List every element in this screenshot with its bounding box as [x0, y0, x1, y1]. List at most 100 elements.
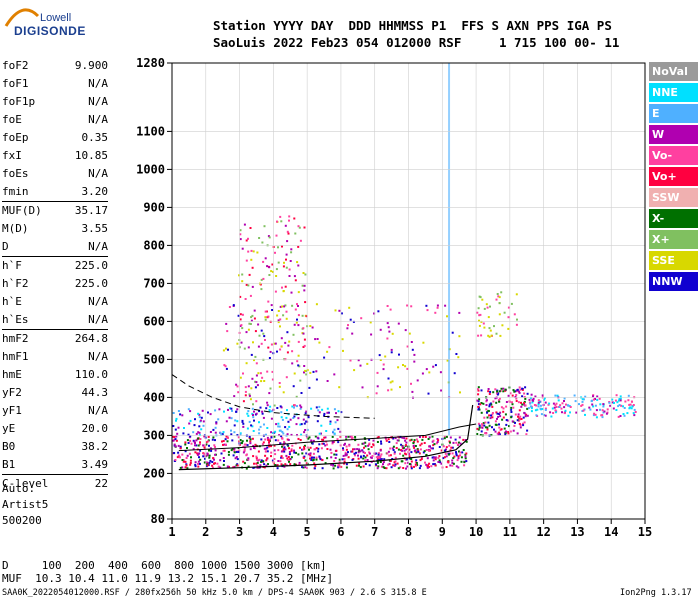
echo-point [457, 457, 460, 460]
echo-point [507, 327, 510, 330]
echo-point [581, 398, 584, 401]
echo-point [259, 406, 262, 409]
echo-point [303, 444, 306, 447]
echo-point [485, 400, 488, 403]
param-label: D [2, 240, 9, 253]
echo-point [619, 395, 622, 398]
echo-point [174, 459, 177, 461]
echo-point [425, 304, 428, 307]
trace-lines [171, 374, 477, 471]
echo-point [518, 418, 521, 421]
auto-label: Auto: [2, 482, 36, 495]
echo-point [279, 405, 282, 408]
echo-point [270, 343, 273, 346]
echo-point [257, 323, 260, 326]
echo-point [265, 407, 268, 410]
echo-point [277, 425, 280, 428]
echo-point [251, 285, 254, 288]
echo-point [500, 428, 503, 431]
param-row: hmF1 N/A [2, 348, 108, 366]
echo-point [318, 432, 321, 435]
echo-point [326, 457, 329, 460]
echo-point [194, 451, 197, 454]
echo-point [310, 456, 313, 459]
echo-point [380, 440, 382, 443]
param-value: 0.35 [81, 131, 109, 144]
echo-point [487, 421, 490, 424]
echo-point [206, 452, 209, 455]
echo-point [239, 295, 242, 298]
echo-point [283, 440, 286, 443]
echo-point [624, 400, 627, 403]
echo-point [273, 342, 276, 345]
echo-point [208, 456, 211, 459]
echo-point [280, 345, 283, 348]
echo-point [198, 425, 201, 428]
echo-point [413, 439, 416, 442]
echo-point [245, 362, 248, 365]
echo-point [226, 465, 229, 468]
param-row: foEs N/A [2, 165, 108, 183]
echo-point [199, 449, 202, 452]
echo-point [279, 325, 281, 328]
echo-point [252, 455, 255, 458]
echo-point [387, 377, 390, 380]
echo-point [265, 447, 268, 450]
echo-point [346, 327, 349, 330]
echo-point [267, 235, 270, 238]
echo-point [544, 414, 547, 417]
echo-point [366, 362, 369, 365]
echo-point [456, 443, 459, 446]
echo-point [352, 320, 355, 323]
echo-point [541, 408, 544, 410]
echo-point [252, 444, 255, 447]
echo-point [535, 414, 538, 417]
echo-point [297, 417, 300, 420]
echo-point [271, 263, 274, 266]
echo-point [385, 438, 388, 441]
echo-point [454, 438, 457, 441]
echo-point [397, 467, 400, 470]
echo-point [480, 389, 483, 392]
echo-point [225, 420, 228, 423]
echo-point [476, 311, 479, 314]
echo-point [449, 449, 452, 452]
echo-point [350, 435, 353, 438]
echo-point [276, 464, 279, 467]
echo-point [565, 403, 567, 406]
echo-point [331, 442, 334, 445]
echo-point [226, 330, 229, 333]
echo-point [622, 405, 624, 408]
echo-point [458, 436, 461, 439]
echo-point [301, 314, 304, 317]
echo-point [363, 437, 366, 440]
echo-point [305, 410, 308, 413]
echo-point [421, 372, 424, 375]
echo-point [245, 239, 248, 242]
echo-point [372, 443, 375, 446]
echo-point [426, 466, 429, 469]
echo-point [195, 444, 198, 447]
echo-point [261, 443, 264, 446]
echo-point [406, 304, 409, 307]
echo-point [404, 439, 407, 442]
echo-point [262, 260, 265, 263]
echo-point [605, 412, 608, 415]
echo-point [340, 312, 343, 315]
echo-point [432, 459, 435, 462]
echo-point [410, 465, 413, 468]
echo-point [307, 453, 310, 456]
echo-point [405, 444, 407, 447]
echo-point [355, 451, 357, 454]
echo-point [318, 411, 321, 414]
echo-point [321, 458, 324, 461]
echo-point [423, 450, 426, 453]
echo-point [424, 436, 427, 438]
echo-point [479, 434, 482, 436]
echo-point [207, 435, 210, 438]
echo-point [239, 233, 242, 236]
echo-point [265, 310, 268, 313]
echo-point [408, 455, 411, 458]
echo-point [274, 439, 277, 442]
echo-point [257, 372, 260, 375]
